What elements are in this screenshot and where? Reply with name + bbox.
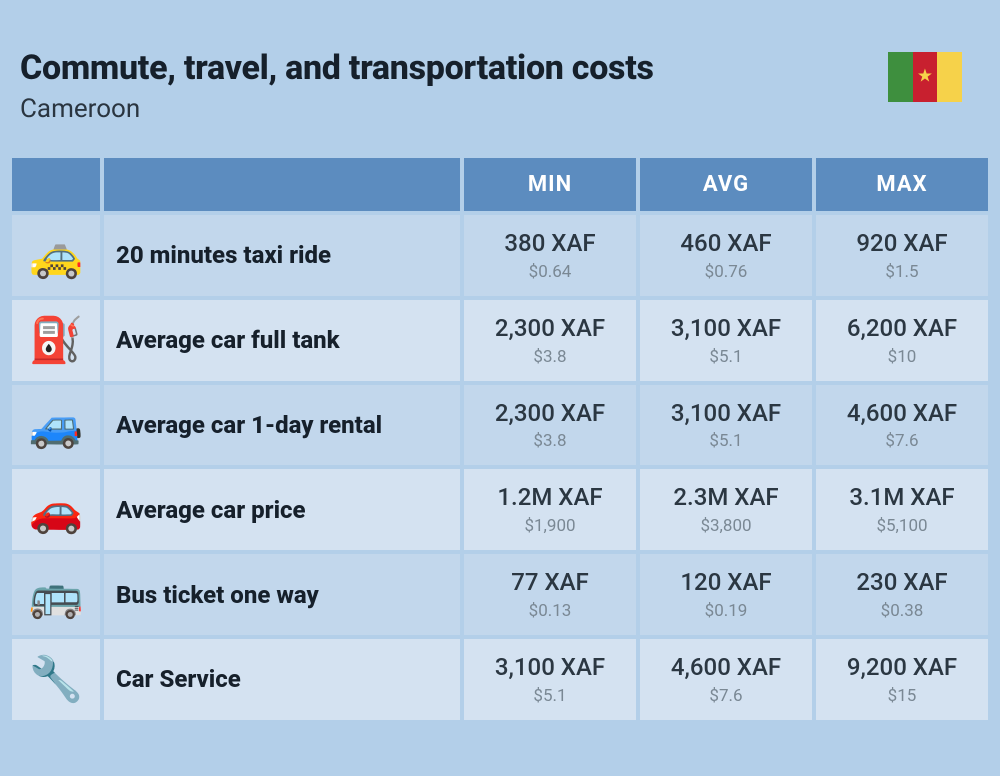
value-secondary: $7.6 [648, 686, 804, 706]
value-secondary: $0.38 [824, 601, 980, 621]
value-secondary: $5.1 [472, 686, 628, 706]
page-subtitle: Cameroon [20, 94, 654, 124]
cell-avg: 3,100 XAF $5.1 [640, 385, 812, 466]
row-label: Average car 1-day rental [104, 385, 460, 466]
row-icon: 🔧 [12, 639, 100, 720]
value-primary: 3.1M XAF [824, 483, 980, 512]
value-secondary: $10 [824, 347, 980, 367]
cell-avg: 460 XAF $0.76 [640, 215, 812, 296]
value-primary: 920 XAF [824, 229, 980, 258]
cell-avg: 3,100 XAF $5.1 [640, 300, 812, 381]
cell-avg: 2.3M XAF $3,800 [640, 469, 812, 550]
col-header-blank-label [104, 158, 460, 211]
value-secondary: $1.5 [824, 262, 980, 282]
flag-star-icon: ★ [917, 68, 933, 86]
page-title: Commute, travel, and transportation cost… [20, 48, 654, 88]
row-label: 20 minutes taxi ride [104, 215, 460, 296]
cost-table: MIN AVG MAX 🚕20 minutes taxi ride380 XAF… [8, 154, 992, 724]
table-row: 🚙Average car 1-day rental 2,300 XAF $3.8 3,… [12, 385, 988, 466]
table-body: 🚕20 minutes taxi ride 380 XAF $0.64 460 XAF… [12, 215, 988, 720]
table-row: 🚕20 minutes taxi ride 380 XAF $0.64 460 XAF… [12, 215, 988, 296]
flag-stripe-green [888, 52, 913, 102]
cell-max: 920 XAF $1.5 [816, 215, 988, 296]
cell-min: 3,100 XAF $5.1 [464, 639, 636, 720]
col-header-avg: AVG [640, 158, 812, 211]
value-primary: 3,100 XAF [472, 653, 628, 682]
value-secondary: $3.8 [472, 431, 628, 451]
value-primary: 460 XAF [648, 229, 804, 258]
value-primary: 4,600 XAF [648, 653, 804, 682]
value-primary: 9,200 XAF [824, 653, 980, 682]
value-primary: 2,300 XAF [472, 314, 628, 343]
value-secondary: $15 [824, 686, 980, 706]
row-icon: 🚕 [12, 215, 100, 296]
col-header-max: MAX [816, 158, 988, 211]
cell-max: 4,600 XAF $7.6 [816, 385, 988, 466]
value-primary: 77 XAF [472, 568, 628, 597]
value-primary: 2,300 XAF [472, 399, 628, 428]
row-icon: 🚙 [12, 385, 100, 466]
value-secondary: $5,100 [824, 516, 980, 536]
value-secondary: $0.64 [472, 262, 628, 282]
value-secondary: $5.1 [648, 347, 804, 367]
table-row: 🚌Bus ticket one way 77 XAF $0.13 120 XAF $0.… [12, 554, 988, 635]
table-header-row: MIN AVG MAX [12, 158, 988, 211]
row-label: Average car full tank [104, 300, 460, 381]
table-row: 🔧Car Service 3,100 XAF $5.1 4,600 XAF $7.6 9,… [12, 639, 988, 720]
col-header-min: MIN [464, 158, 636, 211]
row-icon: ⛽ [12, 300, 100, 381]
row-icon: 🚌 [12, 554, 100, 635]
cell-max: 3.1M XAF $5,100 [816, 469, 988, 550]
value-primary: 4,600 XAF [824, 399, 980, 428]
cell-min: 2,300 XAF $3.8 [464, 385, 636, 466]
value-secondary: $3.8 [472, 347, 628, 367]
value-secondary: $0.19 [648, 601, 804, 621]
table-row: ⛽Average car full tank 2,300 XAF $3.8 3,100… [12, 300, 988, 381]
value-primary: 6,200 XAF [824, 314, 980, 343]
row-label: Car Service [104, 639, 460, 720]
flag-cameroon-icon: ★ [888, 52, 962, 102]
value-secondary: $7.6 [824, 431, 980, 451]
value-primary: 380 XAF [472, 229, 628, 258]
value-primary: 1.2M XAF [472, 483, 628, 512]
row-label: Average car price [104, 469, 460, 550]
header: Commute, travel, and transportation cost… [0, 0, 1000, 154]
value-primary: 3,100 XAF [648, 399, 804, 428]
cell-min: 2,300 XAF $3.8 [464, 300, 636, 381]
cell-max: 9,200 XAF $15 [816, 639, 988, 720]
value-primary: 120 XAF [648, 568, 804, 597]
value-secondary: $0.76 [648, 262, 804, 282]
row-label: Bus ticket one way [104, 554, 460, 635]
flag-stripe-yellow [937, 52, 962, 102]
col-header-blank-icon [12, 158, 100, 211]
row-icon: 🚗 [12, 469, 100, 550]
cell-min: 1.2M XAF $1,900 [464, 469, 636, 550]
table-row: 🚗Average car price 1.2M XAF $1,900 2.3M XAF… [12, 469, 988, 550]
cell-min: 77 XAF $0.13 [464, 554, 636, 635]
header-text: Commute, travel, and transportation cost… [20, 48, 654, 124]
value-primary: 230 XAF [824, 568, 980, 597]
value-primary: 3,100 XAF [648, 314, 804, 343]
page: Commute, travel, and transportation cost… [0, 0, 1000, 776]
cell-avg: 4,600 XAF $7.6 [640, 639, 812, 720]
value-secondary: $1,900 [472, 516, 628, 536]
value-primary: 2.3M XAF [648, 483, 804, 512]
value-secondary: $0.13 [472, 601, 628, 621]
cell-max: 230 XAF $0.38 [816, 554, 988, 635]
cell-max: 6,200 XAF $10 [816, 300, 988, 381]
value-secondary: $3,800 [648, 516, 804, 536]
cell-min: 380 XAF $0.64 [464, 215, 636, 296]
cell-avg: 120 XAF $0.19 [640, 554, 812, 635]
value-secondary: $5.1 [648, 431, 804, 451]
